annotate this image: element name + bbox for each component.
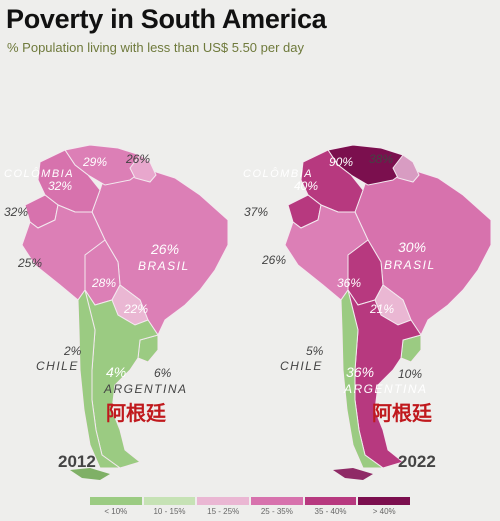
label-argentina: ARGENTINA xyxy=(343,382,428,396)
year-2022: 2022 xyxy=(398,452,436,471)
legend-label: < 10% xyxy=(104,507,128,516)
label-argentina: ARGENTINA xyxy=(103,382,188,396)
legend-label: 15 - 25% xyxy=(207,507,240,516)
value-venezuela: 29% xyxy=(82,155,107,169)
value-uruguay: 10% xyxy=(398,367,422,381)
legend-item: < 10% xyxy=(90,497,142,516)
value-guyana: 26% xyxy=(125,152,150,166)
legend-swatch xyxy=(90,497,142,505)
value-argentina: 4% xyxy=(106,364,126,380)
value-peru: 25% xyxy=(17,256,42,270)
region-tierra-del-fuego xyxy=(333,468,373,480)
value-brasil: 30% xyxy=(398,239,426,255)
value-ecuador: 37% xyxy=(244,205,268,219)
value-colombia: 32% xyxy=(48,179,72,193)
value-uruguay: 6% xyxy=(154,366,172,380)
legend-swatch xyxy=(304,497,357,505)
value-argentina: 36% xyxy=(346,364,374,380)
labels-2012: 29% 26% COLÔMBIA 32% 32% 25% 26% BRASIL … xyxy=(4,152,190,471)
page-subtitle: % Population living with less than US$ 5… xyxy=(7,40,305,55)
legend-swatch xyxy=(251,497,303,505)
region-chile xyxy=(77,288,122,469)
legend-item: 10 - 15% xyxy=(143,497,196,516)
legend-item: 35 - 40% xyxy=(304,497,357,516)
label-chile: CHILE xyxy=(36,359,79,373)
legend-swatch xyxy=(143,497,196,505)
legend: < 10% 10 - 15% 15 - 25% 25 - 35% 35 - 40… xyxy=(90,497,411,516)
labels-2022: 90% 38% COLÔMBIA 40% 37% 26% 30% BRASIL … xyxy=(243,152,436,471)
label-argentina-chinese: 阿根廷 xyxy=(372,401,433,425)
legend-label: > 40% xyxy=(372,507,396,516)
value-chile: 5% xyxy=(306,344,324,358)
region-chile xyxy=(340,288,385,469)
legend-label: 35 - 40% xyxy=(314,507,347,516)
legend-label: 25 - 35% xyxy=(260,507,293,516)
page-title: Poverty in South America xyxy=(6,4,327,34)
label-brasil: BRASIL xyxy=(384,258,436,272)
region-tierra-del-fuego xyxy=(70,468,110,480)
value-bolivia: 28% xyxy=(91,276,116,290)
value-paraguay: 22% xyxy=(123,302,148,316)
label-colombia: COLÔMBIA xyxy=(4,167,74,180)
label-chile: CHILE xyxy=(280,359,323,373)
value-venezuela: 90% xyxy=(329,155,353,169)
value-paraguay: 21% xyxy=(369,302,394,316)
region-guyana xyxy=(392,154,420,183)
label-brasil: BRASIL xyxy=(138,259,190,273)
legend-swatch xyxy=(197,497,250,505)
legend-item: 15 - 25% xyxy=(197,497,250,516)
value-ecuador: 32% xyxy=(4,205,28,219)
value-guyana: 38% xyxy=(369,152,393,166)
label-argentina-chinese: 阿根廷 xyxy=(106,401,167,425)
year-2012: 2012 xyxy=(58,452,96,471)
value-bolivia: 36% xyxy=(337,276,361,290)
legend-item: 25 - 35% xyxy=(251,497,303,516)
value-colombia: 40% xyxy=(294,179,318,193)
value-peru: 26% xyxy=(261,253,286,267)
legend-label: 10 - 15% xyxy=(153,507,186,516)
value-chile: 2% xyxy=(63,344,82,358)
map-2022 xyxy=(284,144,492,480)
legend-swatch xyxy=(358,497,411,505)
region-guyana xyxy=(129,154,157,183)
legend-item: > 40% xyxy=(358,497,411,516)
value-brasil: 26% xyxy=(150,241,179,257)
label-colombia: COLÔMBIA xyxy=(243,167,313,180)
map-2012 xyxy=(21,144,229,480)
